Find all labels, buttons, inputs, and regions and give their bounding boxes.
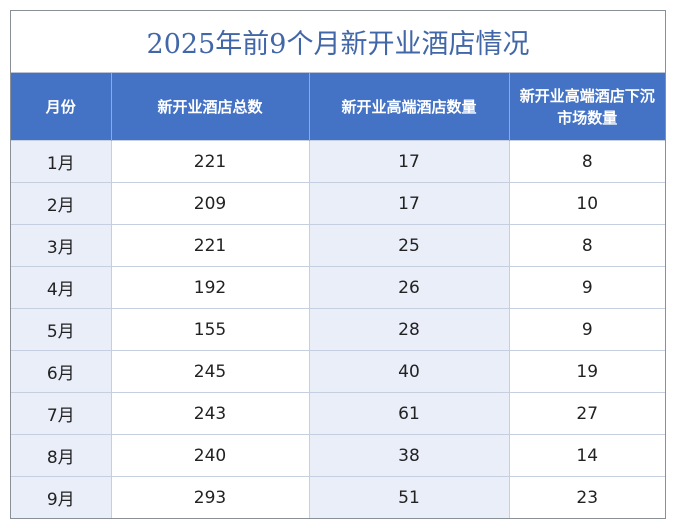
- cell-total: 221: [111, 140, 310, 183]
- cell-upscale: 25: [309, 224, 510, 267]
- cell-total: 192: [111, 266, 310, 309]
- cell-total: 245: [111, 350, 310, 393]
- cell-upscale: 38: [309, 434, 510, 477]
- cell-upscale-lower-tier: 9: [509, 266, 665, 309]
- cell-month: 9月: [11, 476, 112, 518]
- cell-upscale: 17: [309, 140, 510, 183]
- cell-upscale: 28: [309, 308, 510, 351]
- table-row: 4月 192 26 9: [11, 266, 665, 309]
- cell-month: 2月: [11, 182, 112, 225]
- cell-upscale-lower-tier: 19: [509, 350, 665, 393]
- cell-upscale: 17: [309, 182, 510, 225]
- cell-total: 221: [111, 224, 310, 267]
- cell-month: 4月: [11, 266, 112, 309]
- table-row: 3月 221 25 8: [11, 224, 665, 267]
- table-row: 1月 221 17 8: [11, 140, 665, 183]
- cell-month: 3月: [11, 224, 112, 267]
- table-row: 8月 240 38 14: [11, 434, 665, 477]
- cell-month: 1月: [11, 140, 112, 183]
- cell-month: 7月: [11, 392, 112, 435]
- table-row: 2月 209 17 10: [11, 182, 665, 225]
- hotel-table-container: 2025年前9个月新开业酒店情况 月份 新开业酒店总数 新开业高端酒店数量 新开…: [10, 10, 666, 519]
- cell-upscale: 40: [309, 350, 510, 393]
- cell-total: 243: [111, 392, 310, 435]
- cell-month: 8月: [11, 434, 112, 477]
- cell-upscale: 61: [309, 392, 510, 435]
- table-row: 6月 245 40 19: [11, 350, 665, 393]
- header-row: 月份 新开业酒店总数 新开业高端酒店数量 新开业高端酒店下沉市场数量: [11, 73, 665, 141]
- cell-upscale-lower-tier: 27: [509, 392, 665, 435]
- cell-upscale-lower-tier: 14: [509, 434, 665, 477]
- table-title: 2025年前9个月新开业酒店情况: [11, 11, 665, 73]
- header-new-upscale-hotels: 新开业高端酒店数量: [309, 73, 510, 141]
- cell-total: 293: [111, 476, 310, 518]
- cell-total: 240: [111, 434, 310, 477]
- cell-upscale: 51: [309, 476, 510, 518]
- table-row: 5月 155 28 9: [11, 308, 665, 351]
- cell-upscale-lower-tier: 10: [509, 182, 665, 225]
- cell-upscale-lower-tier: 8: [509, 140, 665, 183]
- cell-month: 6月: [11, 350, 112, 393]
- header-upscale-lower-tier-markets: 新开业高端酒店下沉市场数量: [509, 73, 665, 141]
- header-total-new-hotels: 新开业酒店总数: [111, 73, 310, 141]
- cell-total: 155: [111, 308, 310, 351]
- cell-upscale: 26: [309, 266, 510, 309]
- cell-upscale-lower-tier: 23: [509, 476, 665, 518]
- cell-month: 5月: [11, 308, 112, 351]
- cell-upscale-lower-tier: 8: [509, 224, 665, 267]
- table-row: 9月 293 51 23: [11, 476, 665, 518]
- table-row: 7月 243 61 27: [11, 392, 665, 435]
- cell-upscale-lower-tier: 9: [509, 308, 665, 351]
- hotel-table: 月份 新开业酒店总数 新开业高端酒店数量 新开业高端酒店下沉市场数量 1月 221…: [11, 73, 665, 518]
- cell-total: 209: [111, 182, 310, 225]
- header-month: 月份: [11, 73, 112, 141]
